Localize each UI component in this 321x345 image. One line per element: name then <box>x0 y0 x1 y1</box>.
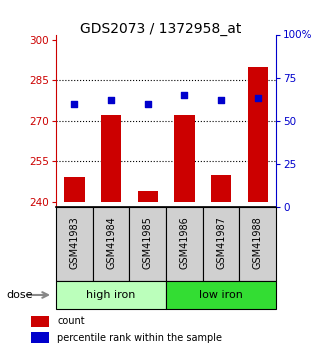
Bar <box>239 207 276 281</box>
Bar <box>93 207 129 281</box>
Bar <box>56 281 166 309</box>
Text: GDS2073 / 1372958_at: GDS2073 / 1372958_at <box>80 22 241 37</box>
Text: count: count <box>57 316 85 326</box>
Point <box>219 97 224 103</box>
Text: GSM41986: GSM41986 <box>179 216 189 269</box>
Text: GSM41988: GSM41988 <box>253 216 263 269</box>
Point <box>145 101 150 106</box>
Text: high iron: high iron <box>86 290 136 300</box>
Bar <box>138 191 158 201</box>
Bar <box>31 332 49 343</box>
Point <box>182 92 187 98</box>
Bar <box>56 207 93 281</box>
Bar <box>203 207 239 281</box>
Text: GSM41985: GSM41985 <box>143 216 153 269</box>
Text: dose: dose <box>6 290 33 300</box>
Bar <box>166 281 276 309</box>
Point <box>108 97 114 103</box>
Bar <box>65 177 84 201</box>
Text: GSM41983: GSM41983 <box>70 216 80 269</box>
Bar <box>129 207 166 281</box>
Bar <box>31 315 49 327</box>
Bar <box>101 115 121 201</box>
Point <box>255 96 260 101</box>
Bar <box>211 175 231 201</box>
Text: percentile rank within the sample: percentile rank within the sample <box>57 333 222 343</box>
Bar <box>166 207 203 281</box>
Text: GSM41987: GSM41987 <box>216 216 226 269</box>
Point <box>72 101 77 106</box>
Bar <box>174 115 195 201</box>
Bar <box>248 67 268 201</box>
Text: low iron: low iron <box>199 290 243 300</box>
Text: GSM41984: GSM41984 <box>106 216 116 269</box>
